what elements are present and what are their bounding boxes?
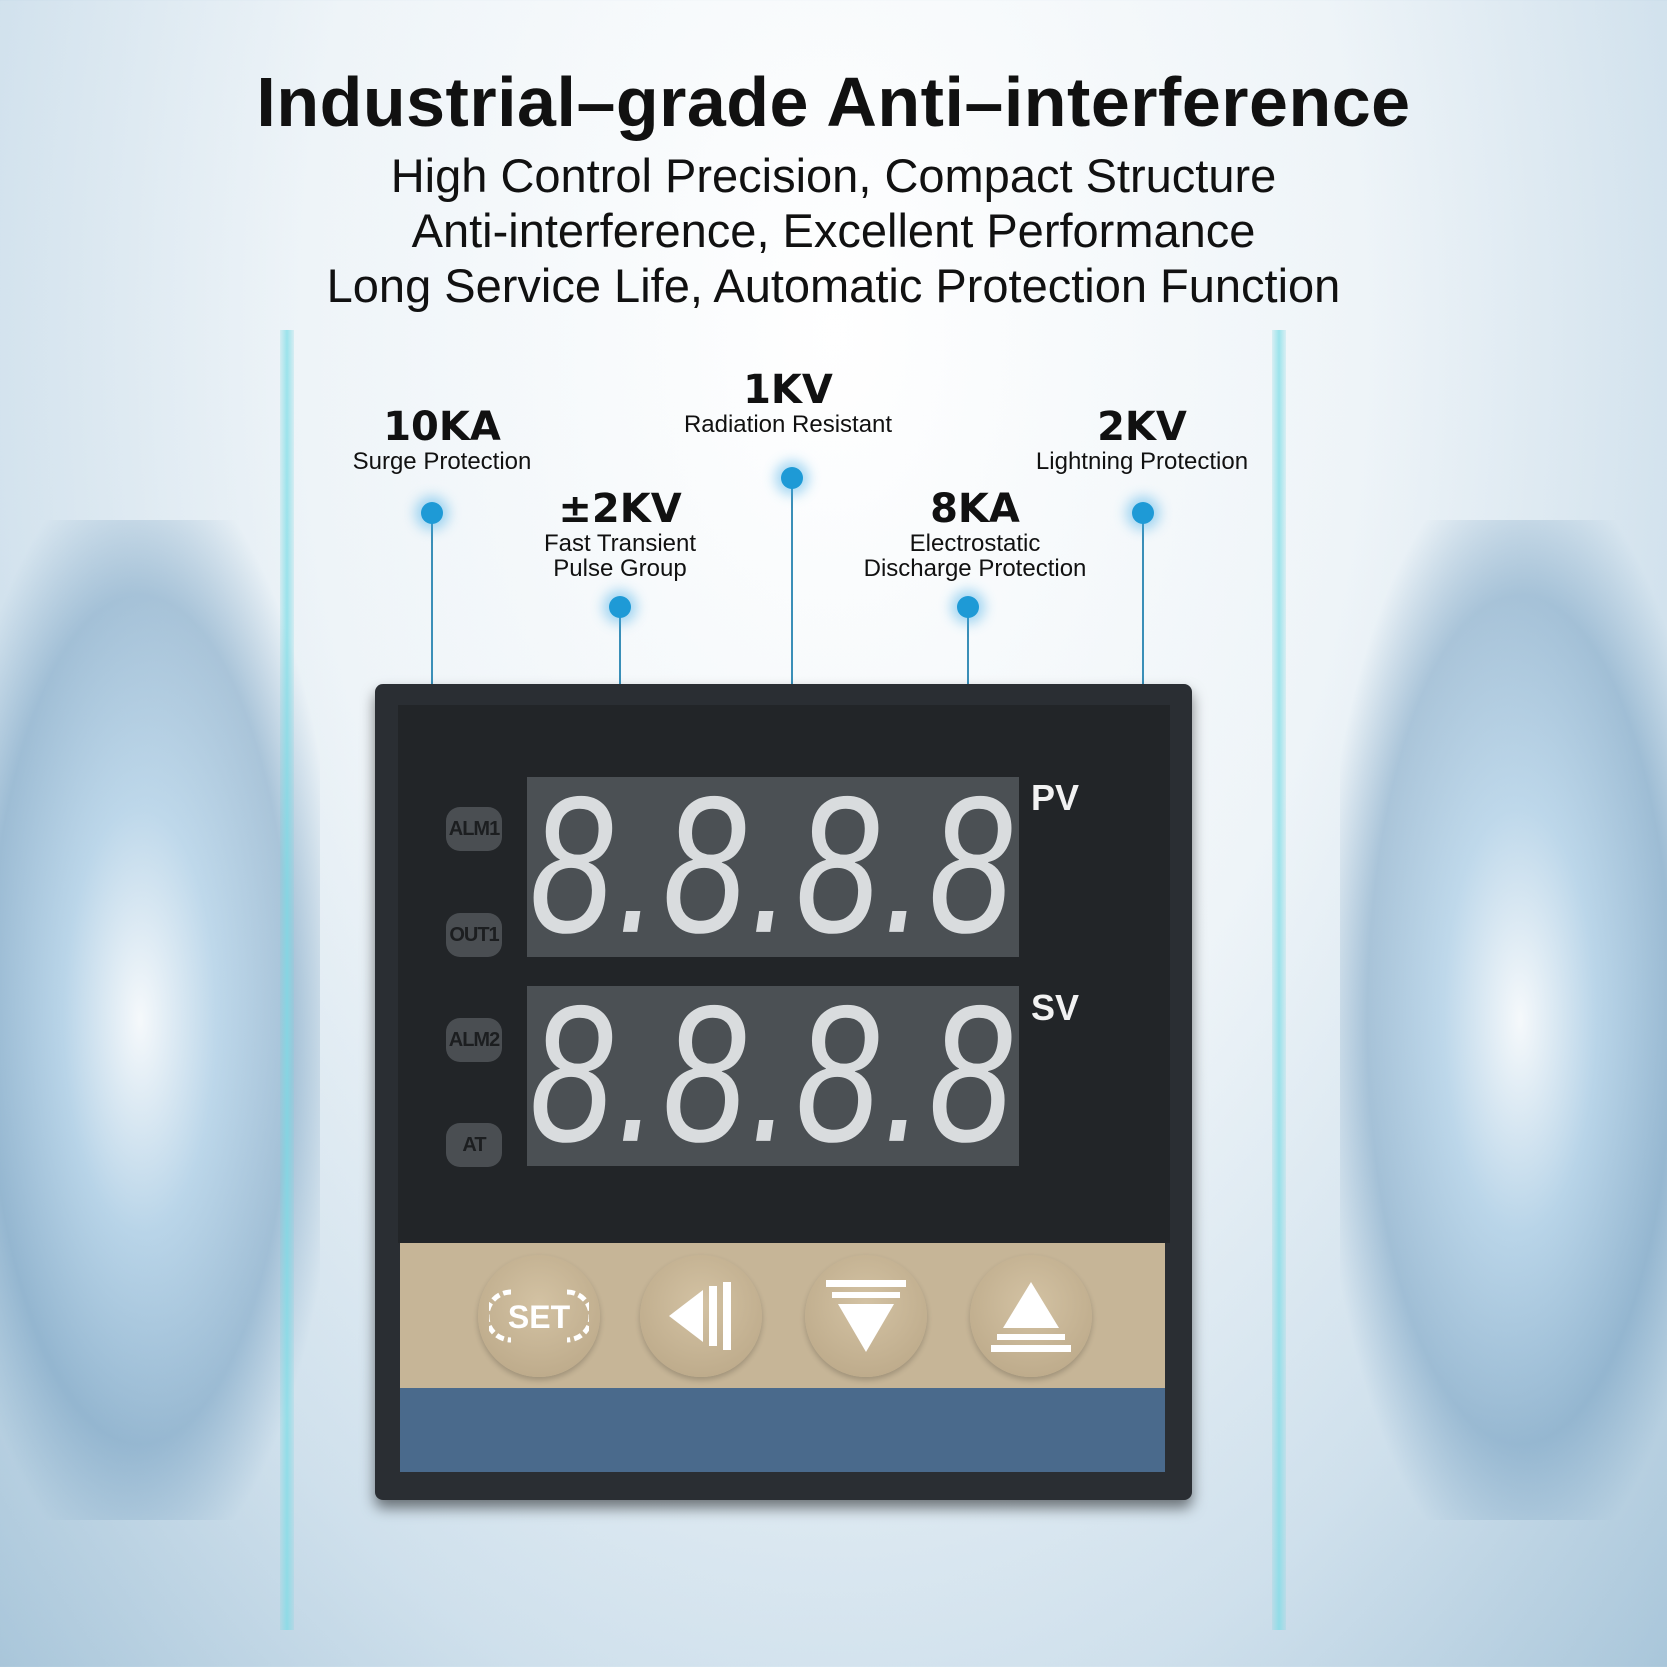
glass-edge-left	[280, 330, 294, 1630]
callout-surge: 10KA Surge Protection	[353, 405, 532, 474]
lightning-right-decoration	[1340, 520, 1667, 1520]
page-title: Industrial–grade Anti–interference	[256, 63, 1411, 141]
controller-face: ALM1 OUT1 ALM2 AT 8.8.8.8 8.8.8.8 PV SV	[398, 705, 1170, 1243]
down-arrow-icon	[826, 1280, 906, 1352]
callout-line	[967, 607, 969, 685]
callout-value: ±2KV	[558, 486, 682, 532]
set-button[interactable]: SET	[478, 1255, 600, 1377]
sv-label: SV	[1031, 987, 1080, 1028]
temperature-controller: ALM1 OUT1 ALM2 AT 8.8.8.8 8.8.8.8 PV SV …	[375, 684, 1192, 1500]
shift-button[interactable]	[640, 1255, 762, 1377]
callout-fast-transient: ±2KV Fast Transient Pulse Group	[544, 487, 696, 581]
callout-dot	[781, 467, 803, 489]
sv-display: 8.8.8.8	[527, 986, 1019, 1166]
callout-label: Electrostatic	[909, 530, 1041, 557]
callout-value: 1KV	[743, 367, 833, 413]
indicator-alm1: ALM1	[446, 807, 502, 851]
callout-lightning: 2KV Lightning Protection	[1036, 405, 1248, 474]
callout-dot	[1132, 502, 1154, 524]
callout-line	[431, 513, 433, 685]
indicator-alm2: ALM2	[446, 1018, 502, 1062]
callout-dot	[421, 502, 443, 524]
up-button[interactable]	[970, 1255, 1092, 1377]
pv-value: 8.8.8.8	[529, 777, 1017, 957]
sv-value: 8.8.8.8	[529, 986, 1017, 1166]
base-panel	[400, 1388, 1165, 1472]
callout-electrostatic: 8KA Electrostatic Discharge Protection	[864, 487, 1087, 581]
callout-label-2: Pulse Group	[553, 555, 687, 582]
pv-display: 8.8.8.8	[527, 777, 1019, 957]
indicator-at: AT	[446, 1123, 502, 1167]
subtitle-line-3: Long Service Life, Automatic Protection …	[326, 259, 1341, 312]
callout-radiation: 1KV Radiation Resistant	[684, 368, 892, 437]
pv-label: PV	[1031, 777, 1080, 818]
shift-left-icon	[669, 1282, 731, 1350]
keypad: SET	[400, 1243, 1165, 1388]
callout-line	[1142, 513, 1144, 685]
subtitle-line-2: Anti-interference, Excellent Performance	[411, 204, 1256, 257]
callout-label: Lightning Protection	[1035, 448, 1249, 475]
callout-label: Radiation Resistant	[683, 411, 893, 438]
down-button[interactable]	[805, 1255, 927, 1377]
callout-line	[619, 607, 621, 685]
callout-label: Fast Transient	[543, 530, 697, 557]
callout-dot	[609, 596, 631, 618]
indicator-out1: OUT1	[446, 913, 502, 957]
callout-value: 2KV	[1097, 404, 1187, 450]
glass-edge-right	[1272, 330, 1286, 1630]
lightning-left-decoration	[0, 520, 320, 1520]
callout-label: Surge Protection	[352, 448, 532, 475]
callout-value: 10KA	[383, 404, 501, 450]
set-label: SET	[508, 1299, 571, 1335]
subtitle-line-1: High Control Precision, Compact Structur…	[390, 149, 1277, 202]
callout-line	[791, 478, 793, 685]
callout-value: 8KA	[930, 486, 1020, 532]
up-arrow-icon	[991, 1282, 1071, 1352]
callout-label-2: Discharge Protection	[863, 555, 1087, 582]
set-icon: SET	[489, 1289, 589, 1343]
callout-dot	[957, 596, 979, 618]
